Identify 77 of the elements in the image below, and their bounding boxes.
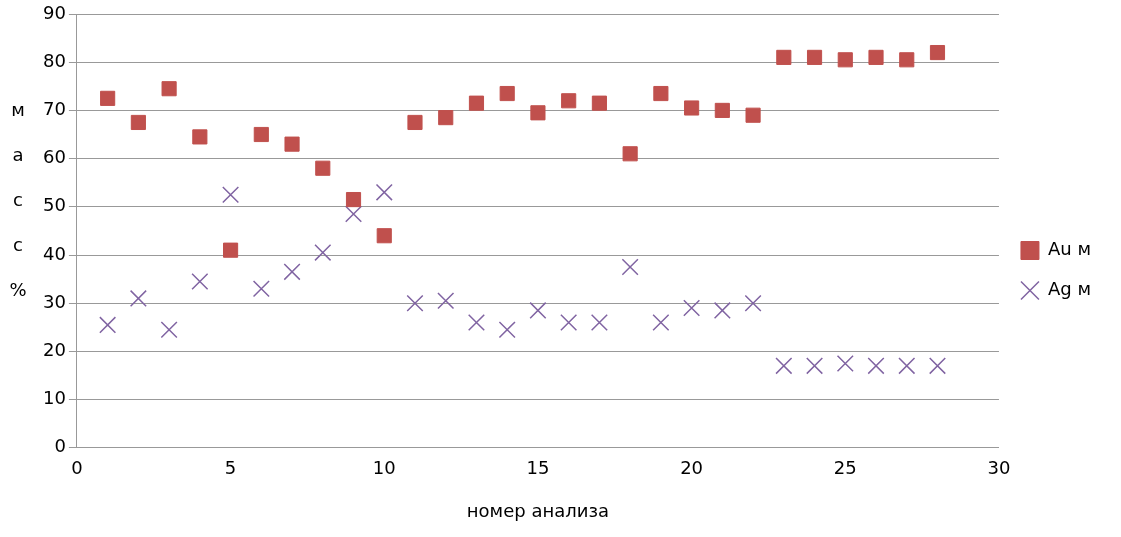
x-tick-label: 0 bbox=[71, 457, 83, 479]
point bbox=[192, 129, 208, 145]
point bbox=[684, 100, 700, 116]
point bbox=[898, 357, 916, 375]
x-tick-label: 30 bbox=[987, 457, 1011, 479]
x-tick-label: 10 bbox=[372, 457, 396, 479]
point bbox=[868, 49, 884, 65]
point bbox=[745, 107, 761, 123]
point bbox=[713, 301, 731, 319]
point bbox=[437, 292, 455, 310]
point bbox=[252, 280, 270, 298]
x-tick-label: 15 bbox=[526, 457, 550, 479]
point bbox=[191, 272, 209, 291]
point bbox=[837, 52, 853, 68]
y-tick-label: 80 bbox=[43, 49, 66, 71]
point bbox=[345, 192, 362, 208]
point bbox=[653, 85, 669, 102]
point bbox=[867, 357, 885, 375]
point bbox=[560, 313, 578, 332]
point bbox=[529, 301, 547, 319]
y-tick-label: 70 bbox=[43, 98, 66, 120]
point bbox=[344, 205, 363, 223]
point bbox=[499, 85, 515, 102]
y-tick-label: 50 bbox=[43, 194, 66, 216]
y-tick-label: 40 bbox=[43, 242, 66, 264]
point bbox=[744, 294, 762, 312]
y-tick-label: 0 bbox=[54, 435, 66, 457]
y-tick-label: 90 bbox=[43, 1, 66, 23]
legend-label: Au м bbox=[1047, 238, 1091, 260]
point bbox=[561, 93, 577, 109]
point bbox=[714, 102, 730, 118]
point bbox=[130, 114, 146, 131]
text: масс% bbox=[9, 98, 27, 300]
point bbox=[806, 357, 824, 375]
point bbox=[161, 81, 177, 97]
point bbox=[776, 49, 792, 65]
point bbox=[498, 321, 516, 339]
y-tick-label: 60 bbox=[43, 146, 66, 168]
point bbox=[253, 126, 269, 143]
point bbox=[622, 146, 638, 162]
point bbox=[775, 357, 793, 375]
point bbox=[376, 228, 392, 244]
x-tick-label: 25 bbox=[833, 457, 857, 479]
legend-label: Ag м bbox=[1047, 278, 1092, 300]
y-tick-label: 20 bbox=[43, 339, 66, 361]
point bbox=[928, 357, 947, 375]
x-axis-title: номер анализа bbox=[466, 499, 610, 521]
point bbox=[315, 160, 331, 176]
point bbox=[407, 114, 423, 131]
point bbox=[468, 95, 485, 111]
point bbox=[100, 90, 116, 106]
x-tick-label: 5 bbox=[224, 457, 237, 479]
point bbox=[806, 49, 823, 65]
point bbox=[591, 95, 607, 111]
point bbox=[929, 44, 946, 61]
point bbox=[406, 294, 424, 312]
point bbox=[467, 313, 485, 332]
point bbox=[530, 105, 546, 121]
point bbox=[438, 110, 454, 126]
point bbox=[314, 244, 332, 262]
point bbox=[160, 321, 178, 339]
point bbox=[590, 313, 608, 332]
x-tick-label: 20 bbox=[680, 457, 704, 479]
point bbox=[223, 242, 239, 258]
point bbox=[222, 186, 240, 204]
point bbox=[621, 258, 639, 276]
point bbox=[652, 313, 670, 332]
point bbox=[129, 289, 147, 307]
point bbox=[283, 263, 301, 281]
point bbox=[683, 299, 701, 317]
y-tick-label: 30 bbox=[43, 290, 66, 312]
y-tick-label: 10 bbox=[43, 387, 66, 409]
point bbox=[375, 183, 393, 201]
point bbox=[836, 354, 854, 372]
point bbox=[899, 52, 915, 68]
point bbox=[284, 136, 300, 152]
point bbox=[99, 316, 117, 334]
